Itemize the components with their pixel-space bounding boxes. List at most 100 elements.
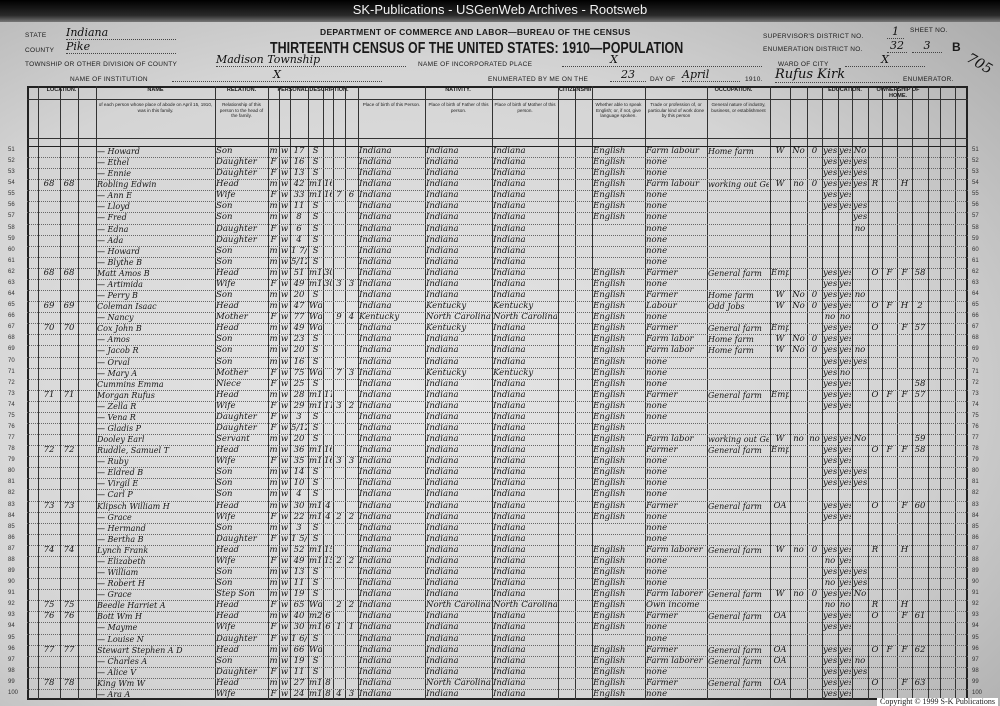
line-number: 60: [8, 246, 15, 253]
row-divider: [27, 677, 968, 679]
cell-fbp: Indiana: [426, 389, 459, 400]
cell-mar: m1: [309, 389, 322, 400]
margin-note: 705: [963, 50, 995, 78]
cell-fbp: Kentucky: [426, 367, 467, 378]
cell-e3: yes: [853, 578, 867, 589]
line-number: 85: [8, 523, 15, 530]
cell-name: Coleman Isaac: [97, 302, 157, 312]
cell-age: 47: [293, 301, 305, 312]
supervisor-label: Supervisor's District No.: [763, 33, 864, 40]
cell-e2: yes: [839, 334, 851, 345]
cell-race: w: [280, 644, 289, 655]
cell-sex: m: [269, 179, 278, 190]
cell-trade: none: [646, 467, 668, 478]
cell-o4: 63: [914, 677, 926, 688]
cell-cls: OA: [773, 644, 787, 655]
row-divider: [27, 644, 968, 646]
cell-e3: yes: [853, 168, 867, 179]
row-divider: [27, 567, 968, 569]
cell-e2: yes: [839, 666, 851, 677]
cell-born: 2: [336, 555, 342, 566]
cell-e1: no: [824, 578, 836, 589]
cell-fbp: Indiana: [426, 589, 459, 600]
line-number: 71: [8, 368, 15, 375]
row-divider: [27, 611, 968, 613]
cell-race: w: [280, 500, 289, 511]
cell-mbp: Indiana: [493, 456, 526, 467]
cell-mbp: Indiana: [493, 655, 526, 666]
cell-e1: yes: [823, 334, 837, 345]
cell-sex: F: [270, 157, 277, 168]
cell-fbp: Indiana: [426, 290, 459, 301]
cell-mar: S: [312, 489, 319, 500]
column-divider: [78, 86, 79, 700]
line-number-right: 51: [972, 147, 979, 153]
cell-e1: yes: [823, 478, 837, 489]
cell-mar: m2: [309, 611, 322, 622]
cell-bp: Indiana: [359, 367, 392, 378]
cell-e1: yes: [823, 677, 837, 688]
cell-bp: Indiana: [359, 245, 392, 256]
cell-mar: m1: [309, 555, 322, 566]
cell-bp: Indiana: [359, 345, 392, 356]
cell-unemp: no: [793, 544, 804, 555]
cell-fbp: Indiana: [426, 688, 459, 699]
cell-o4: 2: [917, 301, 923, 312]
cell-o3: F: [901, 267, 908, 278]
cell-mar: S: [312, 522, 319, 533]
cell-e1: yes: [823, 389, 837, 400]
cell-bp: Indiana: [359, 666, 392, 677]
cell-age: 4: [296, 234, 302, 245]
enumerated-year: 1910.: [745, 76, 763, 83]
cell-age: 24: [293, 688, 305, 699]
cell-lang: English: [593, 688, 626, 699]
line-number: 98: [8, 667, 15, 674]
header-divider: [27, 146, 968, 147]
cell-age: 35: [293, 456, 305, 467]
cell-unemp: no: [793, 589, 804, 600]
cell-rel: Daughter: [216, 666, 257, 677]
cell-e2: yes: [839, 168, 851, 179]
cell-fbp: Indiana: [426, 423, 459, 433]
row-divider: [27, 301, 968, 303]
cell-race: w: [280, 179, 289, 190]
census-table: [27, 86, 968, 700]
cell-bp: Indiana: [359, 522, 392, 533]
column-divider: [912, 86, 913, 700]
header-name: Name: [147, 87, 164, 93]
cell-mar: S: [312, 157, 319, 168]
cell-e1: yes: [823, 622, 837, 633]
cell-e1: yes: [823, 190, 837, 201]
cell-living: 2: [348, 511, 355, 522]
cell-trade: Farm laborer: [646, 655, 703, 666]
row-divider: [27, 500, 968, 502]
cell-race: w: [280, 301, 289, 312]
cell-o3: H: [900, 301, 909, 312]
cell-yrs: 15: [324, 544, 332, 555]
cell-mbp: Indiana: [493, 423, 526, 433]
row-divider: [27, 278, 968, 280]
cell-lang: English: [593, 478, 626, 489]
cell-e1: yes: [823, 611, 837, 622]
cell-race: w: [280, 578, 289, 589]
cell-fbp: Indiana: [426, 511, 459, 522]
line-number-right: 70: [972, 357, 979, 364]
cell-e2: yes: [839, 622, 851, 633]
cell-fbp: Indiana: [426, 578, 459, 589]
line-number: 52: [8, 158, 15, 165]
cell-fbp: Indiana: [426, 267, 459, 278]
cell-lang: English: [593, 644, 626, 655]
cell-mbp: Indiana: [493, 622, 526, 633]
line-number-right: 56: [972, 202, 979, 209]
cell-living: 3: [348, 367, 355, 378]
cell-rel: Wife: [216, 622, 236, 633]
cell-sex: F: [270, 423, 277, 433]
cell-race: w: [280, 400, 289, 411]
cell-yrs: 30: [324, 267, 332, 278]
cell-fbp: Kentucky: [426, 323, 467, 334]
cell-yrs: 16: [324, 445, 332, 456]
cell-bp: Indiana: [359, 655, 392, 666]
line-number: 99: [8, 678, 15, 685]
row-divider: [27, 434, 968, 436]
cell-mbp: Indiana: [493, 168, 526, 179]
